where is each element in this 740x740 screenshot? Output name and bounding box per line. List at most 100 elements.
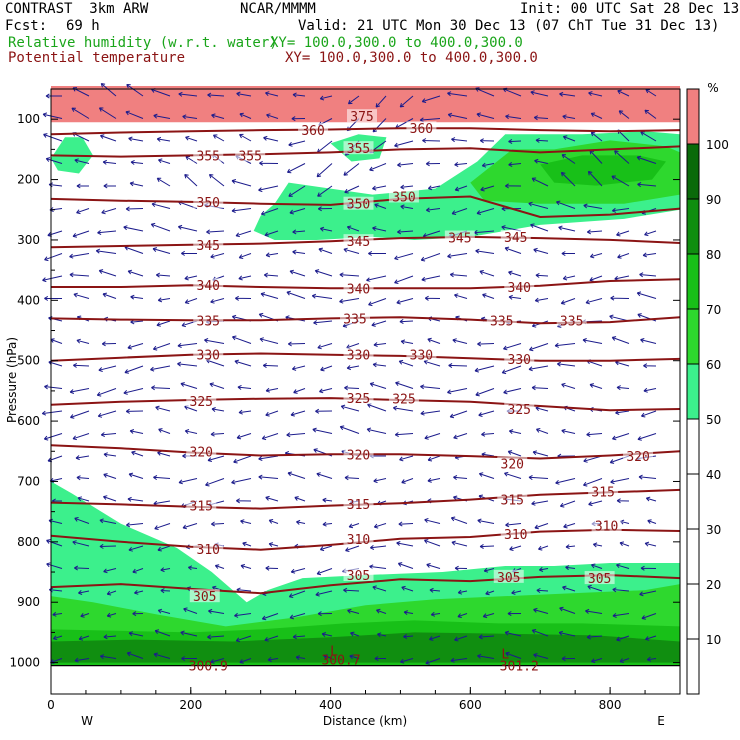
wind-vector [480,185,495,192]
wind-vector [315,590,333,597]
wind-vector [619,658,630,663]
colorbar-tick-label: 50 [706,413,721,427]
wind-vector [237,384,252,390]
wind-vector [532,450,549,457]
wind-vector [153,500,171,506]
theta-label: 310 [197,543,220,558]
wind-vector [533,247,549,254]
wind-vector [558,630,576,637]
wind-vector [260,292,279,299]
theta-label-bg [193,347,224,361]
wind-vector [372,585,387,592]
wind-vector [210,431,225,437]
wind-vector [368,298,387,307]
y-tick-label: 600 [17,414,40,428]
theta-label: 345 [448,232,471,247]
wind-vector [236,433,252,440]
wind-vector [292,229,306,235]
humidity-region [540,155,667,186]
wind-vector [339,272,360,278]
theta-label-bg [193,542,224,556]
wind-vector [126,84,144,97]
wind-vector [234,359,252,367]
colorbar-bin [687,254,699,309]
wind-vector [585,608,603,614]
theta-label: 345 [347,235,370,250]
wind-vector [103,634,117,640]
wind-vector [369,545,387,550]
wind-vector [41,410,63,416]
wind-vector [453,433,468,440]
wind-vector [103,183,117,189]
wind-vector [504,630,522,637]
wind-vector [586,229,603,235]
wind-vector [124,365,144,374]
wind-vector [475,388,495,397]
wind-vector [559,91,576,97]
wind-vector [130,294,144,300]
wind-vector [400,339,414,345]
wind-vector [100,134,117,142]
wind-vector [452,338,468,344]
wind-vector [102,292,117,299]
wind-vector [317,343,333,350]
wind-vector [80,612,90,618]
wind-vector [477,518,495,524]
wind-vector [424,539,441,547]
wind-vector [397,162,414,168]
wind-vector [158,158,171,164]
wind-vector [643,363,657,369]
wind-vector [239,133,252,142]
wind-vector [504,471,522,479]
wind-vector [451,208,468,215]
valid-time: Valid: 21 UTC Mon 30 Dec 13 (07 ChT Tue … [298,18,720,34]
wind-vector [505,522,522,528]
wind-vector [288,590,306,598]
wind-vector [44,384,63,390]
wind-vector [239,658,252,664]
wind-vector [100,83,117,97]
wind-vector [265,565,279,571]
wind-vector [43,433,63,441]
theta-label: 350 [197,196,220,211]
wind-vector [565,565,576,571]
wind-vector [157,608,171,614]
y-axis-title: Pressure (hPa) [5,337,19,423]
theta-label-bg [556,313,587,327]
wind-vector [106,612,117,618]
theta-label: 330 [508,353,531,368]
wind-vector [612,613,630,618]
wind-vector [152,343,171,351]
wind-vector [210,253,225,259]
wind-vector [76,338,90,344]
wind-vector [645,496,657,502]
wind-vector [511,590,522,595]
wind-vector [421,95,441,103]
wind-vector [536,587,549,594]
colorbar-frame [686,88,700,695]
theta-label-bg [444,230,475,244]
wind-vector [343,163,360,176]
x-tick-label: 800 [599,698,622,712]
wind-vector [421,275,441,282]
wind-vector [319,95,333,101]
wind-vector [561,154,576,164]
wind-vector [647,519,657,524]
wind-vector [394,275,414,284]
wind-vector [559,606,576,614]
wind-vector [427,477,441,483]
wind-vector [127,269,144,277]
wind-vector [45,157,63,164]
wind-vector [636,155,657,164]
wind-vector [290,410,306,417]
wind-vector [291,365,306,371]
theta-label-bg [343,568,374,582]
wind-vector [400,204,414,210]
wind-vector [639,272,657,278]
y-tick-label: 300 [17,233,40,247]
wind-vector [450,657,468,663]
wind-vector [72,230,90,238]
theta-label: 315 [190,500,213,515]
wind-vector [430,611,441,617]
theta-label-bg [504,402,535,416]
